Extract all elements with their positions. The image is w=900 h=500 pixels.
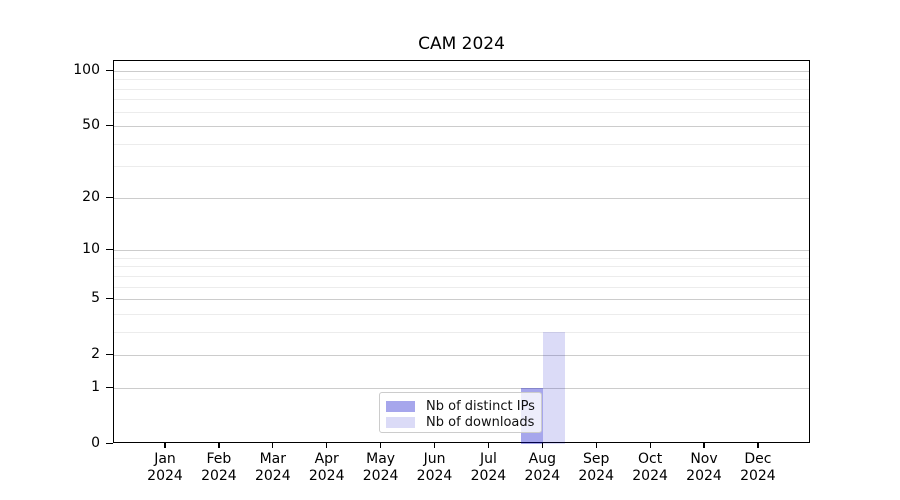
minor-gridline-y-3 bbox=[114, 331, 809, 333]
y-tick-label-1: 1 bbox=[91, 378, 100, 395]
x-tick-jun bbox=[433, 443, 436, 448]
minor-gridline-y-90 bbox=[114, 79, 809, 81]
minor-gridline-y-4 bbox=[114, 313, 809, 315]
y-tick-label-100: 100 bbox=[73, 61, 100, 78]
minor-gridline-y-80 bbox=[114, 88, 809, 90]
x-tick-may bbox=[380, 443, 382, 448]
x-tick-jan bbox=[164, 443, 166, 448]
x-tick-apr bbox=[326, 443, 328, 448]
x-tick-oct bbox=[649, 443, 651, 448]
legend-label-downloads: Nb of downloads bbox=[426, 414, 535, 430]
x-tick-aug bbox=[541, 443, 543, 448]
legend: Nb of distinct IPs Nb of downloads bbox=[379, 392, 542, 433]
legend-item-downloads: Nb of downloads bbox=[386, 414, 535, 430]
y-tick-20 bbox=[106, 196, 113, 199]
y-tick-label-5: 5 bbox=[91, 290, 100, 307]
major-gridline-y-10 bbox=[114, 250, 809, 252]
x-tick-label-nov: Nov 2024 bbox=[686, 451, 722, 484]
minor-gridline-y-40 bbox=[114, 143, 809, 145]
minor-gridline-y-8 bbox=[114, 266, 809, 268]
legend-item-distinct-ips: Nb of distinct IPs bbox=[386, 398, 535, 414]
plot-area bbox=[113, 60, 810, 444]
major-gridline-y-50 bbox=[114, 126, 809, 127]
x-tick-mar bbox=[272, 443, 274, 448]
x-tick-dec bbox=[757, 443, 759, 448]
y-tick-2 bbox=[106, 354, 113, 356]
x-tick-nov bbox=[703, 443, 705, 448]
x-tick-label-feb: Feb 2024 bbox=[201, 451, 237, 484]
y-tick-100 bbox=[106, 69, 113, 72]
minor-gridline-y-6 bbox=[114, 286, 809, 288]
x-tick-label-sep: Sep 2024 bbox=[578, 451, 614, 484]
x-tick-label-aug: Aug 2024 bbox=[524, 451, 561, 484]
bar-nb-of-downloads-aug bbox=[543, 331, 566, 444]
chart-title: CAM 2024 bbox=[418, 34, 505, 54]
x-tick-jul bbox=[487, 443, 490, 448]
y-tick-0 bbox=[106, 443, 113, 445]
minor-gridline-y-60 bbox=[114, 111, 809, 113]
x-tick-feb bbox=[218, 443, 220, 448]
y-tick-label-50: 50 bbox=[82, 117, 100, 133]
legend-label-distinct-ips: Nb of distinct IPs bbox=[426, 398, 535, 414]
x-tick-label-oct: Oct 2024 bbox=[632, 451, 668, 484]
x-tick-label-apr: Apr 2024 bbox=[308, 451, 345, 484]
y-tick-50 bbox=[106, 125, 113, 127]
major-gridline-y-100 bbox=[114, 70, 809, 72]
y-tick-label-2: 2 bbox=[91, 346, 100, 363]
x-tick-label-mar: Mar 2024 bbox=[254, 451, 291, 484]
y-tick-label-20: 20 bbox=[82, 188, 100, 205]
minor-gridline-y-30 bbox=[114, 166, 809, 168]
minor-gridline-y-9 bbox=[114, 257, 809, 259]
x-tick-label-may: May 2024 bbox=[362, 451, 399, 484]
x-tick-label-dec: Dec 2024 bbox=[740, 451, 776, 484]
legend-swatch-downloads-icon bbox=[386, 416, 415, 428]
y-tick-label-10: 10 bbox=[82, 241, 100, 258]
major-gridline-y-20 bbox=[114, 197, 809, 199]
minor-gridline-y-70 bbox=[114, 99, 809, 101]
x-tick-label-jun: Jun 2024 bbox=[416, 451, 453, 484]
y-tick-1 bbox=[106, 386, 113, 389]
y-tick-label-0: 0 bbox=[91, 435, 100, 451]
x-tick-label-jul: Jul 2024 bbox=[470, 451, 507, 484]
major-gridline-y-5 bbox=[114, 299, 809, 301]
legend-swatch-distinct-ips-icon bbox=[386, 400, 415, 412]
minor-gridline-y-7 bbox=[114, 275, 809, 277]
x-tick-sep bbox=[595, 443, 597, 448]
major-gridline-y-2 bbox=[114, 355, 809, 357]
major-gridline-y-1 bbox=[114, 387, 809, 389]
x-tick-label-jan: Jan 2024 bbox=[147, 451, 183, 484]
y-tick-10 bbox=[106, 249, 113, 251]
y-tick-5 bbox=[106, 298, 113, 300]
